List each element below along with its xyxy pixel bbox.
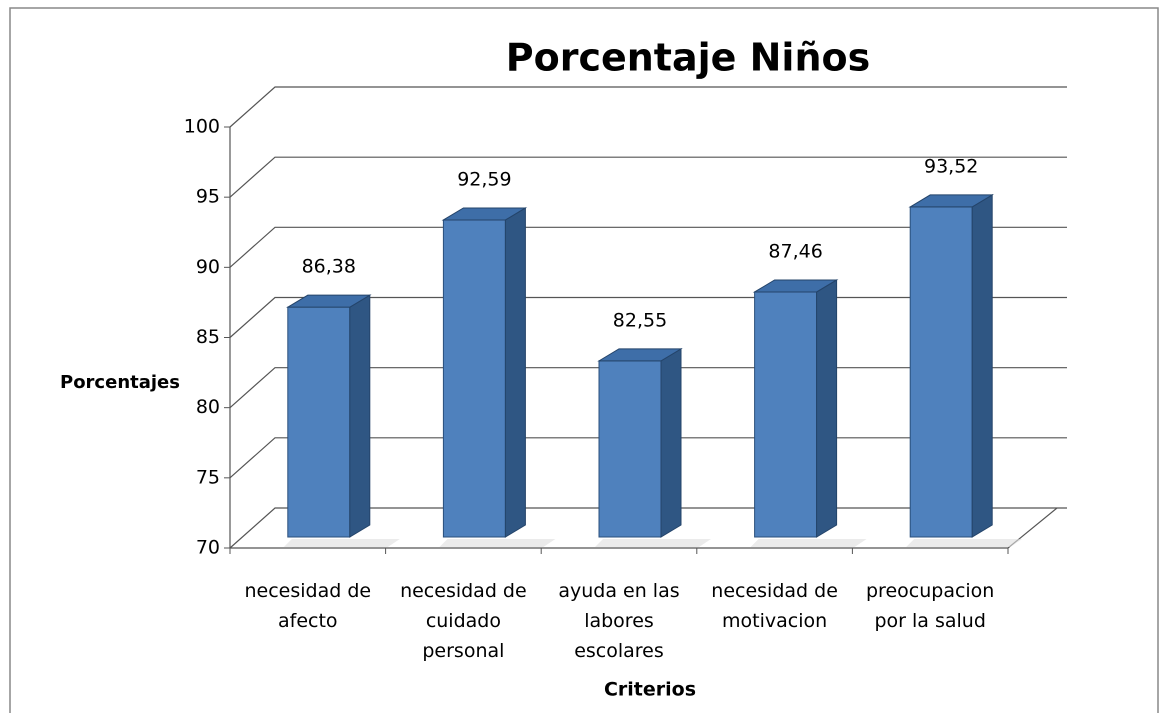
y-tick-label: 100 — [184, 116, 220, 138]
bar-top — [285, 294, 372, 308]
value-label: 93,52 — [924, 155, 978, 177]
bar — [754, 291, 818, 538]
bar-top — [597, 348, 683, 362]
bar — [598, 360, 662, 538]
value-label: 92,59 — [457, 168, 511, 190]
bar-side — [816, 279, 838, 538]
bar-shadow — [750, 539, 867, 547]
grid-line — [229, 226, 1067, 268]
bar-side — [504, 207, 526, 538]
bar-shadow — [906, 539, 1023, 547]
y-tick-label: 95 — [196, 186, 220, 208]
bar-side — [971, 194, 993, 538]
y-tick-label: 70 — [196, 537, 220, 559]
grid-line — [229, 86, 1067, 128]
x-tick-label: necesidad de afecto — [244, 580, 372, 632]
bar-top — [908, 194, 995, 208]
bar-shadow — [439, 539, 556, 547]
value-label: 82,55 — [613, 309, 667, 331]
x-tick-label: necesidad de motivacion — [711, 580, 838, 632]
grid-line — [229, 156, 1067, 198]
bar-top — [441, 207, 528, 221]
x-tick-label: ayuda en las labores escolares — [558, 580, 680, 662]
y-axis-label: Porcentajes — [60, 372, 180, 393]
chart-title: Porcentaje Niños — [506, 36, 871, 80]
x-tick-label: preocupacion por la salud — [866, 580, 995, 632]
frame — [9, 7, 1159, 713]
x-tick-label: necesidad de cuidado personal — [400, 580, 527, 662]
bar — [909, 206, 973, 538]
bar — [287, 306, 351, 538]
y-tick-label: 85 — [196, 326, 220, 348]
bar-top — [752, 279, 839, 293]
bar-side — [349, 294, 371, 538]
y-tick-label: 90 — [196, 256, 220, 278]
bar-shadow — [595, 539, 711, 547]
value-label: 87,46 — [768, 240, 822, 262]
bar-shadow — [283, 539, 400, 547]
value-label: 86,38 — [302, 256, 356, 278]
y-tick-label: 75 — [196, 466, 220, 488]
x-axis-label: Criterios — [604, 679, 696, 701]
y-tick-label: 80 — [196, 396, 220, 418]
bar — [442, 219, 506, 538]
bar-side — [660, 347, 682, 538]
